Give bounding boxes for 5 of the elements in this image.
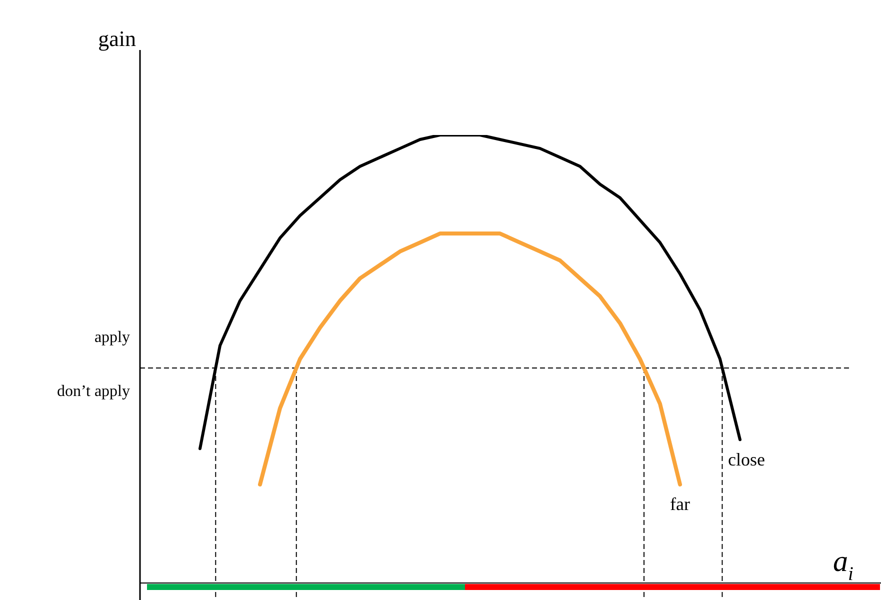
series-label: far [670, 494, 690, 514]
text: don’t apply [56, 383, 130, 400]
text: apply [94, 329, 130, 346]
series-label: close [728, 449, 765, 470]
y-axis-title: gain [98, 26, 136, 51]
